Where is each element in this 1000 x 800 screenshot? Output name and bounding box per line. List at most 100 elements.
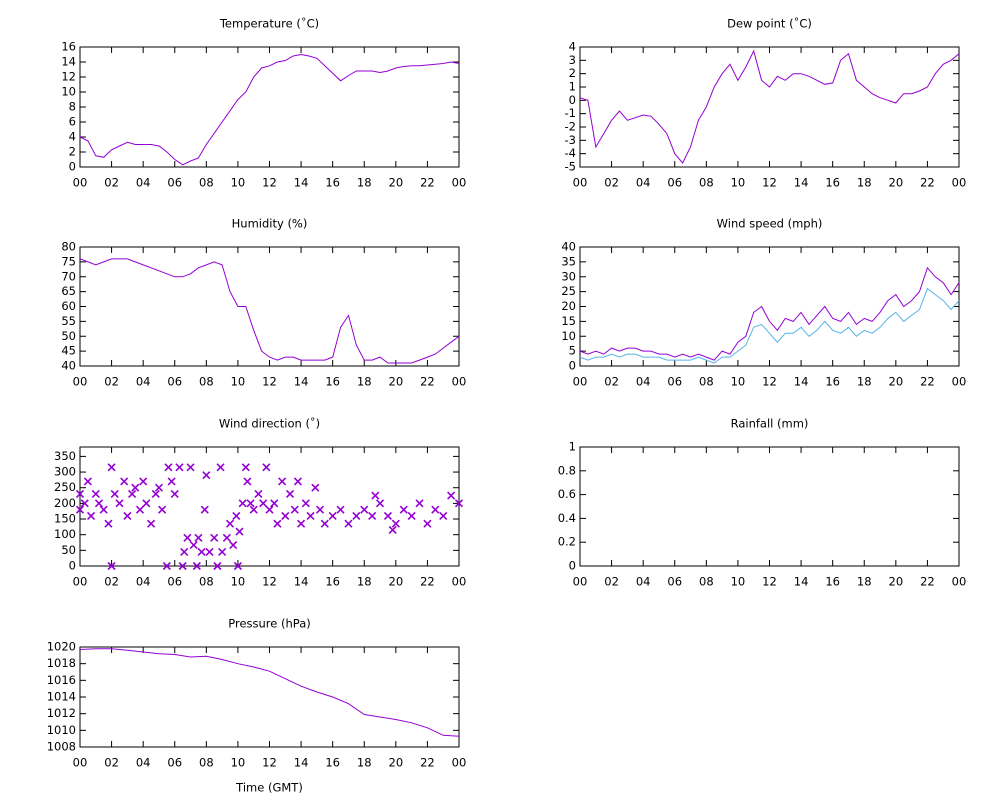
- x-tick-label: 16: [825, 375, 840, 389]
- data-line: [79, 53, 460, 166]
- y-tick-label: 20: [561, 299, 576, 313]
- x-tick-label: 02: [604, 176, 619, 190]
- x-tick-label: 20: [389, 756, 404, 770]
- x-tick-label: 12: [762, 375, 777, 389]
- y-tick-label: 4: [69, 130, 76, 144]
- data-point: [344, 519, 353, 528]
- x-tick-label: 04: [136, 756, 151, 770]
- data-point: [249, 505, 258, 514]
- x-tick-label: 16: [325, 575, 340, 589]
- x-tick-label: 06: [167, 575, 182, 589]
- x-tick-label: 02: [104, 756, 119, 770]
- x-tick-label: 02: [604, 575, 619, 589]
- x-tick-label: 20: [389, 176, 404, 190]
- x-tick-label: 10: [231, 375, 246, 389]
- data-point: [180, 547, 189, 556]
- x-tick-label: 04: [136, 375, 151, 389]
- x-tick-label: 00: [73, 756, 88, 770]
- x-tick-label: 04: [636, 375, 651, 389]
- chart-title: Rainfall (mm): [731, 417, 809, 431]
- x-tick-label: 14: [294, 756, 309, 770]
- x-tick-label: 08: [699, 176, 714, 190]
- y-tick-label: 1020: [47, 640, 76, 654]
- data-point: [210, 533, 219, 542]
- x-tick-label: 22: [920, 375, 935, 389]
- x-tick-label: 18: [357, 756, 372, 770]
- x-tick-label: 00: [573, 575, 588, 589]
- x-tick-label: 04: [136, 176, 151, 190]
- y-tick-label: 300: [54, 465, 76, 479]
- y-tick-label: 65: [61, 284, 76, 298]
- plot-frame: [79, 246, 460, 367]
- x-tick-label: 00: [452, 375, 467, 389]
- data-point: [107, 463, 116, 472]
- y-tick-label: 350: [54, 449, 76, 463]
- x-tick-label: 20: [889, 575, 904, 589]
- data-point: [115, 499, 124, 508]
- plot-frame: [579, 246, 960, 367]
- x-tick-label: 00: [73, 375, 88, 389]
- data-point: [178, 561, 187, 571]
- x-tick-label: 02: [104, 375, 119, 389]
- data-point: [216, 463, 225, 472]
- x-tick-label: 22: [920, 176, 935, 190]
- x-tick-label: 22: [420, 176, 435, 190]
- data-point: [243, 477, 252, 486]
- data-point: [94, 499, 104, 508]
- x-tick-label: 14: [794, 575, 809, 589]
- y-tick-label: 70: [61, 269, 76, 283]
- data-point: [399, 505, 408, 514]
- plot-frame: [579, 46, 960, 168]
- data-point: [306, 511, 315, 520]
- data-point: [368, 511, 377, 520]
- y-tick-label: 15: [561, 314, 576, 328]
- x-tick-label: 06: [167, 176, 182, 190]
- x-tick-label: 18: [857, 176, 872, 190]
- x-tick-label: 12: [262, 756, 277, 770]
- data-point: [192, 561, 201, 571]
- y-tick-label: 25: [561, 284, 576, 298]
- y-tick-label: 40: [561, 240, 576, 254]
- data-point: [431, 505, 440, 514]
- x-tick-label: 00: [573, 375, 588, 389]
- x-tick-label: 00: [452, 176, 467, 190]
- x-tick-label: 16: [325, 375, 340, 389]
- y-tick-label: 0: [569, 359, 576, 373]
- data-point: [407, 511, 416, 520]
- data-point: [186, 463, 195, 472]
- x-tick-label: 22: [420, 756, 435, 770]
- data-point: [205, 547, 214, 556]
- x-tick-label: 10: [231, 756, 246, 770]
- data-point: [336, 505, 345, 514]
- x-tick-label: 00: [573, 176, 588, 190]
- data-point: [83, 477, 92, 486]
- x-tick-label: 08: [699, 375, 714, 389]
- x-tick-label: 14: [294, 375, 309, 389]
- data-point: [439, 511, 448, 520]
- x-tick-label: 20: [889, 176, 904, 190]
- y-tick-label: 16: [61, 40, 76, 54]
- data-point: [232, 511, 241, 520]
- data-point: [233, 561, 242, 571]
- data-point: [320, 519, 329, 528]
- data-point: [238, 499, 247, 508]
- data-point: [135, 505, 145, 514]
- x-tick-label: 06: [667, 575, 682, 589]
- data-point: [297, 519, 306, 528]
- y-tick-label: 1012: [47, 706, 76, 720]
- data-point: [315, 505, 325, 514]
- data-point: [278, 477, 287, 486]
- data-point: [229, 540, 238, 550]
- data-point: [162, 561, 171, 571]
- x-tick-label: 00: [73, 176, 88, 190]
- x-tick-label: 08: [699, 575, 714, 589]
- data-point: [175, 463, 184, 472]
- x-axis-label: Time (GMT): [235, 781, 303, 795]
- x-tick-label: 12: [762, 575, 777, 589]
- data-point: [225, 519, 235, 528]
- x-tick-label: 02: [104, 176, 119, 190]
- x-tick-label: 12: [262, 375, 277, 389]
- x-tick-label: 08: [199, 375, 214, 389]
- y-tick-label: 45: [61, 344, 76, 358]
